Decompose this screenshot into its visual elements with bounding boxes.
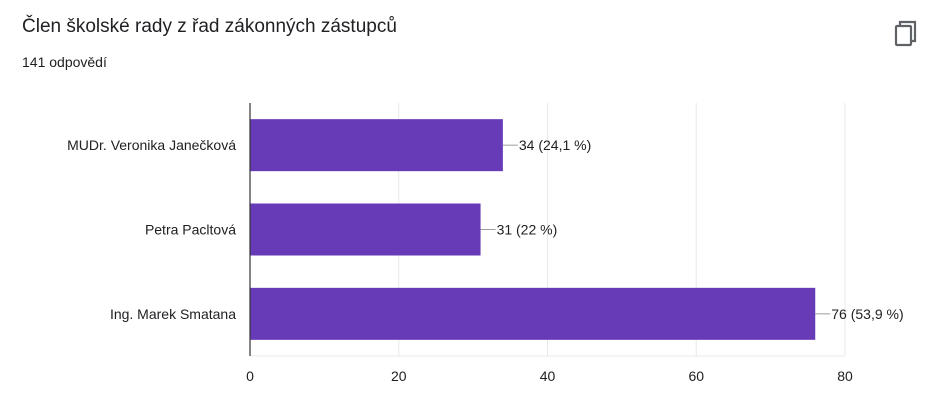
bar [250, 287, 816, 340]
copy-icon [894, 20, 917, 47]
bar [250, 119, 503, 172]
copy-chart-button[interactable] [888, 16, 924, 52]
x-tick-label: 60 [688, 368, 704, 384]
value-label: 34 (24,1 %) [519, 137, 591, 153]
x-tick-label: 20 [391, 368, 407, 384]
x-tick-label: 40 [540, 368, 556, 384]
x-tick-label: 0 [246, 368, 254, 384]
value-label: 31 (22 %) [497, 222, 558, 238]
bar [250, 203, 481, 256]
category-label: MUDr. Veronika Janečková [67, 137, 236, 153]
response-count: 141 odpovědí [22, 54, 107, 70]
chart-title: Člen školské rady z řad zákonných zástup… [22, 16, 397, 37]
x-tick-label: 80 [837, 368, 853, 384]
category-label: Ing. Marek Smatana [110, 306, 236, 322]
category-label: Petra Pacltová [145, 222, 236, 238]
value-label: 76 (53,9 %) [831, 306, 903, 322]
